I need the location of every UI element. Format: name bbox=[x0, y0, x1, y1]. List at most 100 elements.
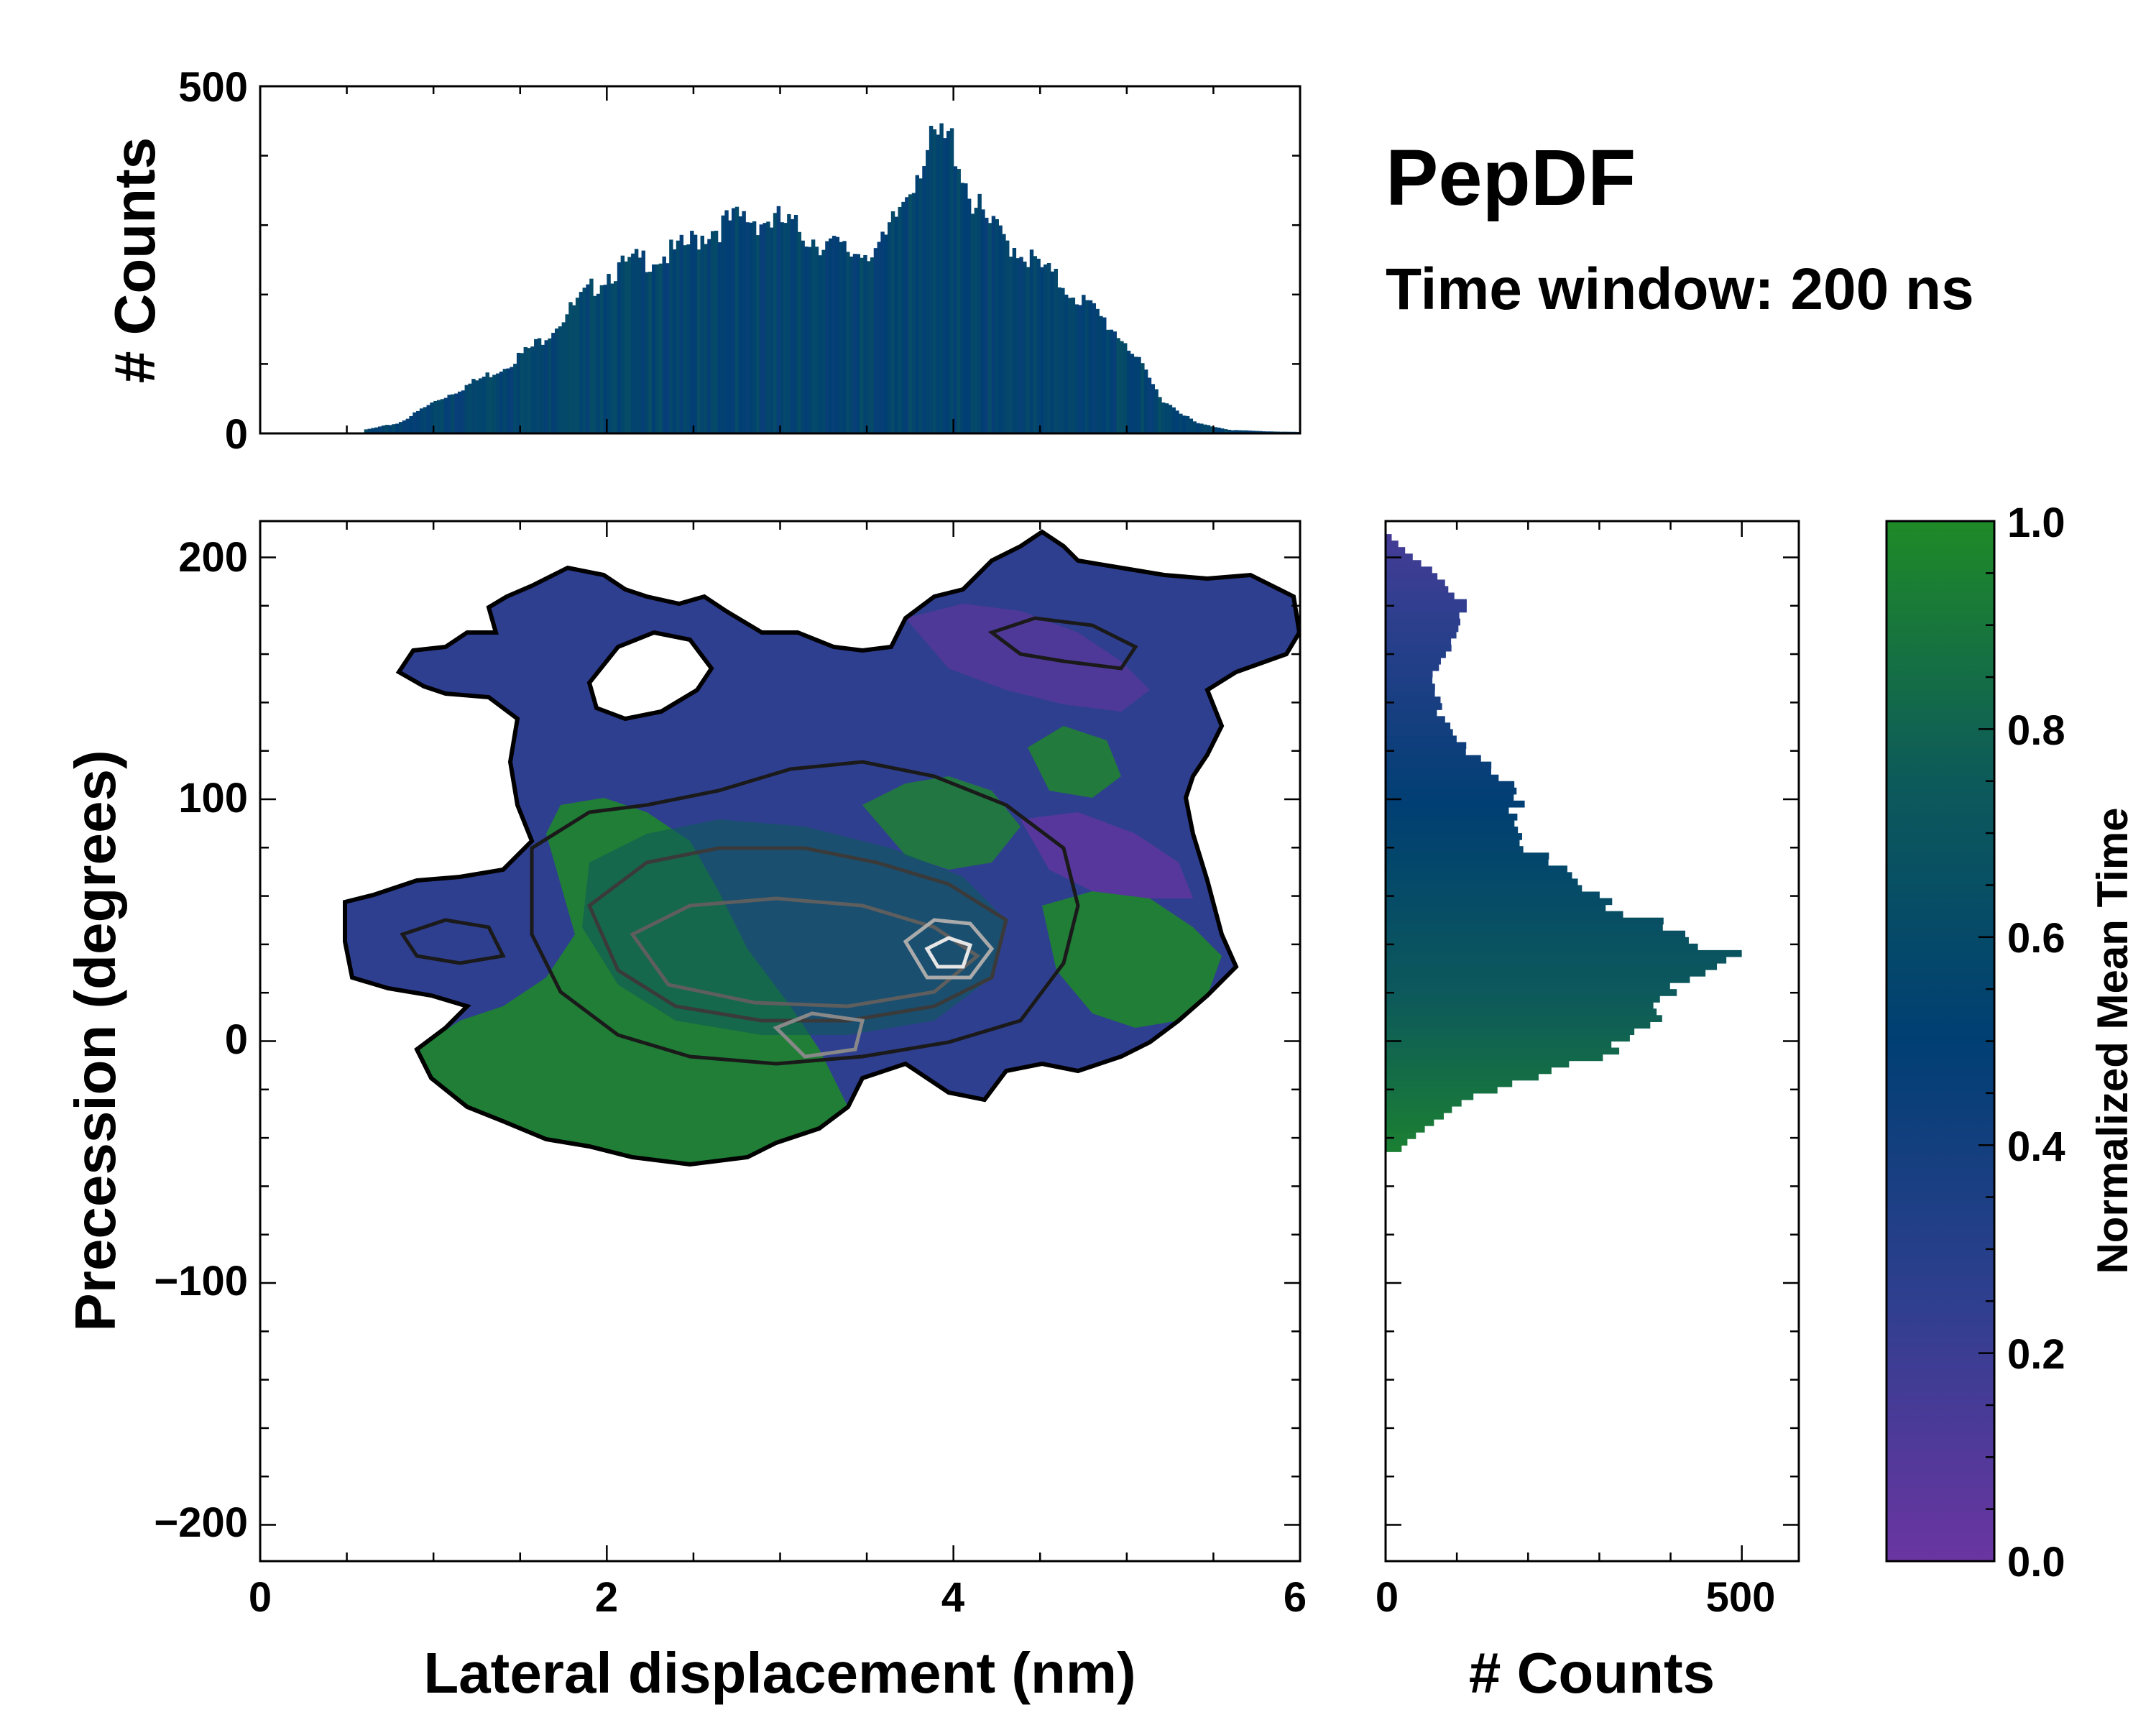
top-histogram-bar bbox=[987, 223, 992, 433]
colorbar-ticks bbox=[1978, 520, 1994, 1563]
right-histogram-bar bbox=[1386, 891, 1600, 899]
top-histogram-bar bbox=[1154, 389, 1158, 433]
top-histogram-bar bbox=[593, 295, 597, 433]
top-histogram-bar bbox=[1248, 431, 1253, 433]
top-histogram-bar bbox=[464, 385, 469, 433]
top-histogram-bar bbox=[1151, 384, 1156, 433]
top-histogram-bar bbox=[1227, 429, 1232, 433]
right-histogram-bar bbox=[1386, 970, 1706, 977]
main-x-tick-label-2: 2 bbox=[595, 1574, 618, 1621]
top-histogram-bar bbox=[384, 425, 390, 433]
top-histogram-bar bbox=[901, 201, 906, 433]
top-histogram-bar bbox=[624, 261, 628, 433]
top-histogram-bar bbox=[1251, 431, 1256, 433]
top-histogram-bar bbox=[704, 244, 708, 433]
right-histogram-xlabel: # Counts bbox=[1469, 1641, 1715, 1705]
top-histogram-bar bbox=[825, 241, 829, 433]
heatmap-purple-right-region bbox=[1021, 812, 1193, 898]
top-histogram-bar bbox=[1023, 261, 1027, 433]
top-histogram-bar bbox=[527, 348, 531, 433]
main-x-tick-label-0: 0 bbox=[249, 1574, 272, 1621]
top-histogram-bar bbox=[808, 247, 812, 433]
top-histogram-bar bbox=[648, 271, 653, 433]
top-histogram-bar bbox=[770, 227, 774, 433]
heatmap-density-contour-7 bbox=[987, 616, 1138, 671]
top-histogram-bar bbox=[755, 235, 760, 433]
top-histogram-bar bbox=[607, 274, 611, 433]
top-histogram-bar bbox=[1095, 308, 1100, 433]
top-histogram-bar bbox=[890, 211, 895, 433]
top-histogram-bar bbox=[364, 429, 369, 433]
top-histogram-frame bbox=[259, 85, 1302, 435]
top-histogram-bar bbox=[1206, 425, 1211, 433]
top-histogram-bar bbox=[911, 193, 916, 433]
right-histogram-bar bbox=[1386, 1067, 1552, 1075]
top-histogram-bar bbox=[423, 407, 428, 433]
top-histogram-bar bbox=[513, 364, 517, 433]
top-histogram-bar bbox=[489, 377, 493, 433]
top-histogram-bar bbox=[873, 248, 878, 433]
top-histogram-bar bbox=[544, 340, 548, 433]
top-histogram-bar bbox=[1029, 249, 1034, 433]
right-histogram-bar bbox=[1386, 534, 1392, 541]
right-histogram-bar bbox=[1386, 1138, 1408, 1146]
top-histogram-bar bbox=[534, 339, 538, 433]
top-histogram-bar bbox=[998, 225, 1003, 433]
right-histogram-bar bbox=[1386, 911, 1623, 919]
top-histogram-bar bbox=[1044, 264, 1048, 433]
main-x-tick-label-4: 4 bbox=[941, 1574, 964, 1621]
top-histogram-bar bbox=[402, 420, 407, 433]
heatmap-green-upper-region bbox=[862, 776, 1021, 870]
main-x-tick-label-6: 6 bbox=[1284, 1574, 1307, 1621]
top-histogram-bar bbox=[793, 214, 798, 433]
top-histogram-bar bbox=[392, 424, 396, 433]
right-histogram-bar bbox=[1386, 677, 1433, 684]
top-histogram-bar bbox=[1105, 329, 1110, 433]
top-histogram-bar bbox=[1185, 415, 1190, 433]
right-histogram-bar bbox=[1386, 872, 1572, 880]
top-histogram-bar bbox=[637, 257, 642, 433]
right-histogram-bar bbox=[1386, 729, 1453, 737]
top-histogram-bar bbox=[936, 134, 940, 433]
top-histogram-bar bbox=[627, 257, 632, 433]
top-histogram-bar bbox=[749, 222, 753, 433]
top-histogram-bar bbox=[752, 221, 757, 433]
top-histogram-bar bbox=[974, 208, 979, 433]
top-histogram-bar bbox=[953, 166, 958, 433]
right-histogram-bar bbox=[1386, 983, 1670, 990]
top-histogram-bar bbox=[586, 284, 590, 433]
top-histogram-bar bbox=[447, 395, 451, 433]
top-histogram-bar bbox=[1158, 397, 1162, 433]
right-histogram-bar bbox=[1386, 943, 1698, 951]
top-histogram-bar bbox=[693, 234, 698, 433]
top-histogram-bar bbox=[780, 222, 784, 433]
top-histogram-bar bbox=[1192, 421, 1197, 433]
top-histogram-bar bbox=[652, 264, 656, 433]
right-histogram-bar bbox=[1386, 846, 1524, 853]
top-histogram-bar bbox=[711, 231, 715, 433]
right-histogram-bar bbox=[1386, 592, 1455, 600]
top-histogram-bar bbox=[416, 410, 420, 433]
top-histogram-bar bbox=[482, 377, 487, 433]
top-histogram-bar bbox=[548, 338, 552, 433]
top-histogram-bar bbox=[1189, 418, 1194, 433]
top-histogram-bar bbox=[655, 264, 660, 433]
top-histogram-bar bbox=[888, 222, 892, 433]
right-histogram-bar bbox=[1386, 579, 1445, 587]
top-histogram-bar bbox=[1112, 331, 1117, 433]
top-histogram-bar bbox=[908, 194, 913, 433]
top-histogram-bar bbox=[371, 428, 375, 433]
top-histogram-bar bbox=[1084, 300, 1089, 433]
right-histogram-bar bbox=[1386, 774, 1499, 782]
top-histogram-bar bbox=[540, 344, 545, 433]
top-histogram-bar bbox=[645, 272, 649, 433]
right-histogram-bar bbox=[1386, 806, 1509, 814]
colorbar-label: Normalized Mean Time bbox=[2088, 807, 2137, 1274]
right-histogram-bar bbox=[1386, 1028, 1635, 1036]
right-histogram: 0 500 # Counts bbox=[1376, 520, 1800, 1705]
right-histogram-bar bbox=[1386, 827, 1519, 834]
right-histogram-bar bbox=[1386, 1132, 1416, 1139]
top-histogram-bar bbox=[1244, 430, 1249, 433]
top-histogram-bar bbox=[818, 255, 822, 433]
